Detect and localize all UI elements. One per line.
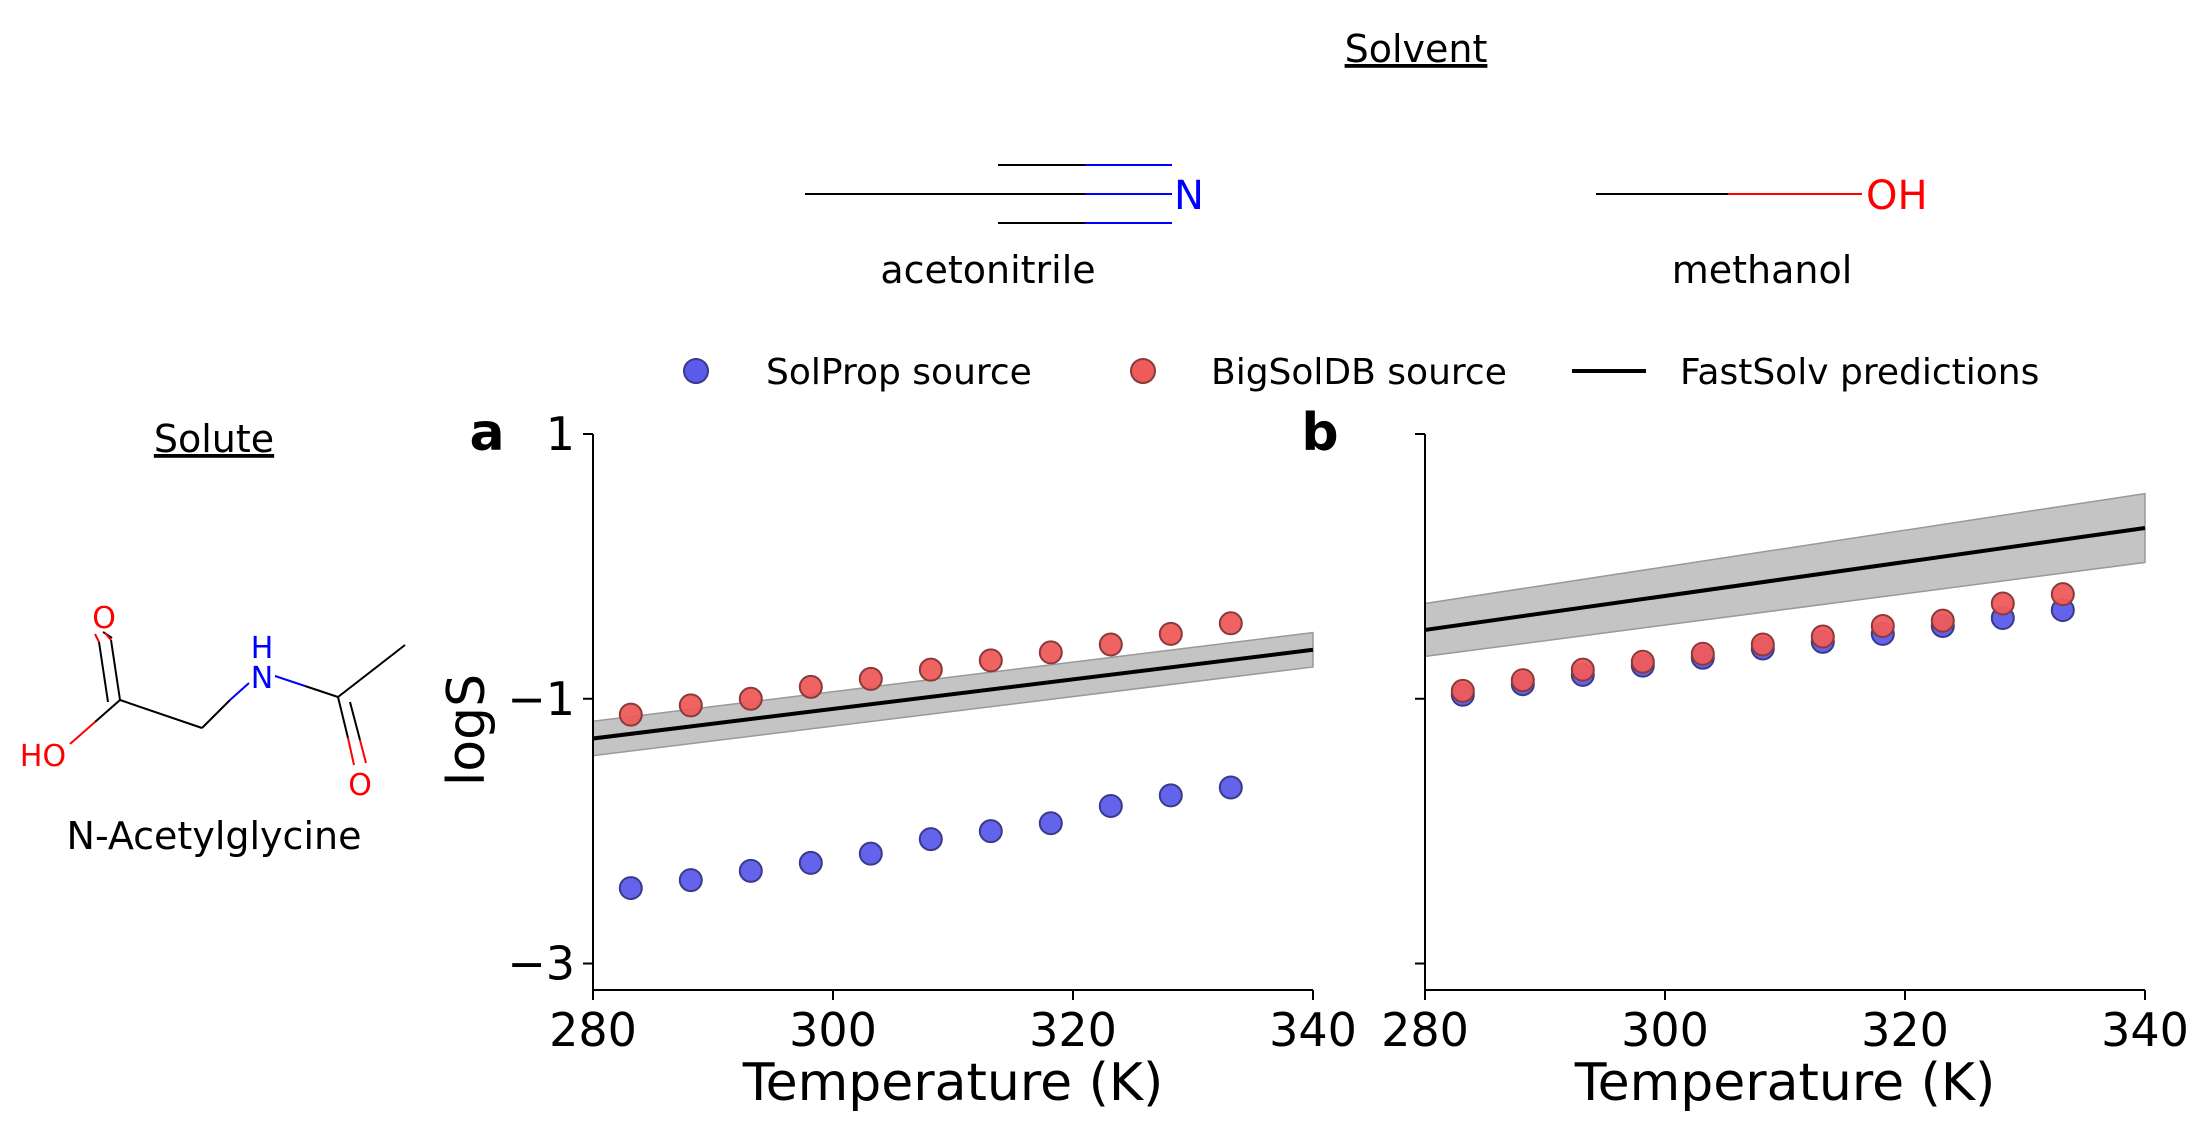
solute-atom-n: N — [251, 661, 273, 696]
panel-a-point-solprop — [798, 850, 823, 875]
panel-a-point-bigsoldb — [738, 686, 763, 711]
panel-b-x-tick-label: 280 — [1381, 1003, 1469, 1057]
panel-a-y-tick-label: 1 — [546, 407, 575, 461]
solute-atom-o-bottom: O — [348, 768, 372, 803]
panel-a-y-tick-label: −3 — [507, 937, 575, 991]
panel-a-ylabel: logS — [437, 674, 497, 786]
panel-a-point-solprop — [738, 858, 763, 883]
panel-b-point-bigsoldb — [1750, 632, 1775, 657]
panel-b-point-bigsoldb — [1690, 641, 1715, 666]
panel-a-plot-area: 280 300 320 340 1 −1 −3 — [507, 407, 1357, 1057]
panel-a-point-bigsoldb — [1098, 632, 1123, 657]
solute-atom-h: H — [251, 631, 274, 666]
panel-a-x-tick-label: 340 — [1269, 1003, 1357, 1057]
panel-a-point-solprop — [978, 819, 1003, 844]
panel-b-xlabel: Temperature (K) — [1574, 1053, 1996, 1113]
panel-a-point-bigsoldb — [798, 674, 823, 699]
solute-name: N-Acetylglycine — [67, 814, 362, 858]
panel-b-point-bigsoldb — [1810, 624, 1835, 649]
panel-b-point-bigsoldb — [1630, 649, 1655, 674]
panel-a-point-solprop — [1158, 783, 1183, 808]
panel-a-point-bigsoldb — [978, 648, 1003, 673]
panel-a-point-solprop — [1218, 775, 1243, 800]
panel-a-x-tick-label: 320 — [1029, 1003, 1117, 1057]
panel-a: a logS Temperature (K) 280 300 320 340 1 −1 −3 — [437, 403, 1357, 1113]
panel-a-point-bigsoldb — [618, 702, 643, 727]
solute-atom-ho: HO — [20, 739, 66, 774]
panel-a-y-tick-label: −1 — [507, 672, 575, 726]
legend-label-bigsoldb: BigSolDB source — [1211, 352, 1507, 393]
panel-a-point-solprop — [618, 876, 643, 901]
panel-a-label: a — [469, 403, 504, 463]
panel-b-x-tick-label: 300 — [1621, 1003, 1709, 1057]
panel-a-point-solprop — [678, 868, 703, 893]
panel-b-point-bigsoldb — [1870, 613, 1895, 638]
panel-b-x-tick-label: 340 — [2101, 1003, 2189, 1057]
n-acetylglycine-structure: O HO H N O — [20, 601, 406, 803]
panel-a-x-tick-label: 300 — [789, 1003, 877, 1057]
legend-marker-bigsoldb — [1130, 358, 1156, 384]
panel-a-prediction-line — [592, 647, 1314, 741]
panel-b-label: b — [1301, 403, 1338, 463]
methanol-structure: OH — [1596, 173, 1928, 219]
panel-a-point-bigsoldb — [1158, 621, 1183, 646]
legend-label-fastsolv: FastSolv predictions — [1680, 352, 2039, 393]
solute-heading: Solute — [154, 417, 274, 461]
panel-a-point-solprop — [858, 841, 883, 866]
panel-a-point-bigsoldb — [1038, 640, 1063, 665]
panel-b-point-bigsoldb — [1990, 591, 2015, 616]
panel-b-plot-area: 280 300 320 340 — [1381, 433, 2189, 1057]
legend-label-solprop: SolProp source — [766, 352, 1032, 393]
acetonitrile-structure: N — [805, 164, 1204, 224]
acetonitrile-atom-label: N — [1174, 173, 1204, 219]
panel-a-point-bigsoldb — [678, 693, 703, 718]
panel-b-prediction-line — [1424, 526, 2146, 632]
legend-marker-solprop — [683, 358, 709, 384]
panel-b-point-bigsoldb — [2050, 582, 2075, 607]
panel-a-point-solprop — [1038, 811, 1063, 836]
methanol-atom-label: OH — [1866, 173, 1928, 219]
panel-b: b Temperature (K) 280 300 320 340 — [1301, 403, 2189, 1113]
legend: SolProp source BigSolDB source FastSolv … — [683, 352, 2039, 393]
solvent-heading: Solvent — [1345, 27, 1488, 71]
panel-a-xlabel: Temperature (K) — [742, 1053, 1164, 1113]
panel-b-point-bigsoldb — [1930, 608, 1955, 633]
solute-atom-o-top: O — [92, 601, 116, 636]
panel-a-point-bigsoldb — [858, 666, 883, 691]
panel-a-point-solprop — [1098, 793, 1123, 818]
panel-b-point-bigsoldb — [1450, 678, 1475, 703]
methanol-name: methanol — [1672, 248, 1853, 292]
panel-a-point-bigsoldb — [918, 657, 943, 682]
panel-b-point-bigsoldb — [1570, 657, 1595, 682]
panel-b-x-tick-label: 320 — [1861, 1003, 1949, 1057]
panel-a-x-tick-label: 280 — [549, 1003, 637, 1057]
panel-a-point-bigsoldb — [1218, 611, 1243, 636]
acetonitrile-name: acetonitrile — [880, 248, 1095, 292]
panel-b-prediction-band — [1424, 492, 2146, 658]
panel-b-point-bigsoldb — [1510, 668, 1535, 693]
panel-a-point-solprop — [918, 827, 943, 852]
